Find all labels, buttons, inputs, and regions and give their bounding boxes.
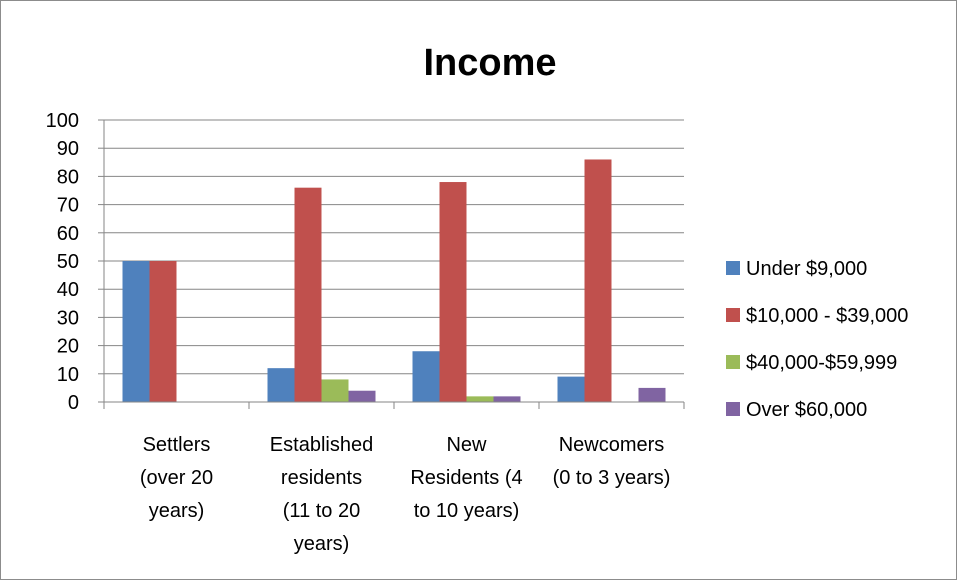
bar-2-series-1: [267, 368, 295, 402]
bar-4-series-2: [584, 159, 612, 402]
category-label-line: Newcomers: [559, 434, 665, 456]
legend-swatch: [726, 402, 740, 416]
y-tick-label: 20: [57, 336, 79, 358]
bar-3-series-2: [439, 182, 467, 402]
legend-label: Over $60,000: [746, 399, 867, 421]
y-tick-label: 50: [57, 251, 79, 273]
category-label: Established residents (11 to 20 years): [270, 434, 373, 555]
bar-2-series-2: [294, 187, 322, 402]
bar-3-series-4: [493, 396, 521, 402]
category-label: New Residents (4 to 10 years): [410, 434, 522, 522]
gridlines: [104, 119, 684, 403]
y-tick-label: 100: [46, 110, 79, 132]
y-axis-tick-labels: 0 10 20 30 40 50 60 70 80 90 100: [46, 110, 104, 414]
category-label-line: Established: [270, 434, 373, 456]
bar-4-series-1: [557, 376, 585, 402]
y-tick-label: 90: [57, 138, 79, 160]
y-tick-label: 10: [57, 364, 79, 386]
category-label-line: (11 to 20: [283, 500, 360, 522]
legend-swatch: [726, 355, 740, 369]
x-axis-category-labels: Settlers (over 20 years) Established residen…: [140, 434, 671, 555]
legend-label: $10,000 - $39,000: [746, 305, 908, 327]
y-tick-label: 80: [57, 166, 79, 188]
y-tick-label: 0: [68, 392, 79, 414]
category-label-line: New: [446, 434, 487, 456]
bar-1-series-2: [149, 261, 177, 402]
bar-2-series-3: [321, 379, 349, 402]
legend-swatch: [726, 308, 740, 322]
category-label-line: residents: [281, 467, 362, 489]
bar-1-series-1: [122, 261, 150, 402]
y-tick-label: 30: [57, 307, 79, 329]
category-label-line: to 10 years): [414, 500, 520, 522]
legend: Under $9,000 $10,000 - $39,000 $40,000-$59…: [726, 258, 908, 421]
y-tick-label: 70: [57, 195, 79, 217]
bars: [122, 159, 666, 402]
bar-4-series-4: [638, 387, 666, 402]
category-label: Newcomers (0 to 3 years): [553, 434, 671, 489]
category-label: Settlers (over 20 years): [140, 434, 213, 522]
legend-label: $40,000-$59,999: [746, 352, 897, 374]
category-label-line: Settlers: [143, 434, 211, 456]
bar-3-series-3: [466, 396, 494, 402]
y-tick-label: 60: [57, 223, 79, 245]
y-tick-label: 40: [57, 279, 79, 301]
bar-2-series-4: [348, 390, 376, 402]
legend-label: Under $9,000: [746, 258, 867, 280]
chart-title: Income: [423, 42, 556, 84]
category-label-line: (0 to 3 years): [553, 467, 671, 489]
category-label-line: (over 20: [140, 467, 213, 489]
legend-swatch: [726, 261, 740, 275]
category-label-line: years): [149, 500, 205, 522]
bar-3-series-1: [412, 351, 440, 402]
category-label-line: Residents (4: [410, 467, 522, 489]
category-label-line: years): [294, 533, 350, 555]
